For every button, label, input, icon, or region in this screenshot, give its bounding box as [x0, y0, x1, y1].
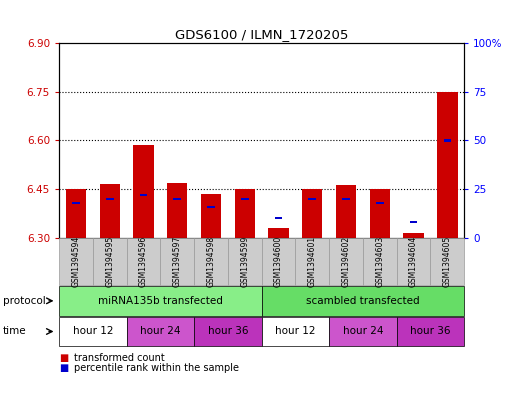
Text: GSM1394600: GSM1394600 [274, 236, 283, 287]
Text: GSM1394597: GSM1394597 [173, 236, 182, 287]
Bar [66, 189, 86, 238]
Text: GSM1394601: GSM1394601 [308, 236, 317, 287]
Bar [410, 221, 418, 223]
Title: GDS6100 / ILMN_1720205: GDS6100 / ILMN_1720205 [175, 28, 348, 40]
Text: hour 36: hour 36 [410, 327, 451, 336]
Text: GSM1394605: GSM1394605 [443, 236, 452, 287]
Text: percentile rank within the sample: percentile rank within the sample [74, 363, 240, 373]
Bar [106, 198, 113, 200]
Bar [444, 140, 451, 141]
Text: hour 12: hour 12 [275, 327, 315, 336]
Bar [403, 233, 424, 238]
Text: GSM1394594: GSM1394594 [71, 236, 81, 287]
Text: scambled transfected: scambled transfected [306, 296, 420, 306]
Bar [167, 183, 187, 238]
Bar [72, 202, 80, 204]
Bar [336, 185, 356, 238]
Text: GSM1394598: GSM1394598 [206, 236, 215, 287]
Bar [201, 194, 221, 238]
Bar [173, 198, 181, 200]
Bar [100, 184, 120, 238]
Text: ■: ■ [59, 363, 68, 373]
Text: protocol: protocol [3, 296, 45, 306]
Bar [234, 189, 255, 238]
Bar [302, 189, 322, 238]
Text: GSM1394595: GSM1394595 [105, 236, 114, 287]
Bar [370, 189, 390, 238]
Bar [241, 198, 249, 200]
Text: transformed count: transformed count [74, 353, 165, 363]
Text: miRNA135b transfected: miRNA135b transfected [98, 296, 223, 306]
Text: GSM1394604: GSM1394604 [409, 236, 418, 287]
Bar [274, 217, 282, 219]
Text: GSM1394596: GSM1394596 [139, 236, 148, 287]
Text: GSM1394599: GSM1394599 [240, 236, 249, 287]
Bar [268, 228, 289, 238]
Text: hour 12: hour 12 [72, 327, 113, 336]
Text: hour 24: hour 24 [343, 327, 383, 336]
Text: time: time [3, 327, 26, 336]
Bar [133, 145, 153, 238]
Text: hour 36: hour 36 [208, 327, 248, 336]
Text: hour 24: hour 24 [140, 327, 181, 336]
Bar [308, 198, 316, 200]
Bar [376, 202, 384, 204]
Text: ■: ■ [59, 353, 68, 363]
Bar [140, 194, 147, 196]
Bar [342, 198, 350, 200]
Text: GSM1394602: GSM1394602 [342, 236, 350, 287]
Text: GSM1394603: GSM1394603 [376, 236, 384, 287]
Bar [437, 92, 458, 238]
Bar [207, 206, 215, 208]
